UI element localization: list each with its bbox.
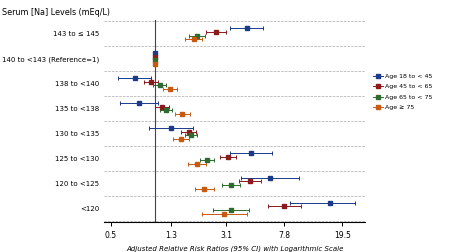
Legend: Age 18 to < 45, Age 45 to < 65, Age 65 to < 75, Age ≥ 75: Age 18 to < 45, Age 45 to < 65, Age 65 t… [374, 74, 433, 110]
X-axis label: Adjusted Relative Risk Ratios (95% CI) with Logarithmic Scale: Adjusted Relative Risk Ratios (95% CI) w… [126, 245, 343, 252]
Text: Serum [Na] Levels (mEq/L): Serum [Na] Levels (mEq/L) [2, 8, 110, 17]
